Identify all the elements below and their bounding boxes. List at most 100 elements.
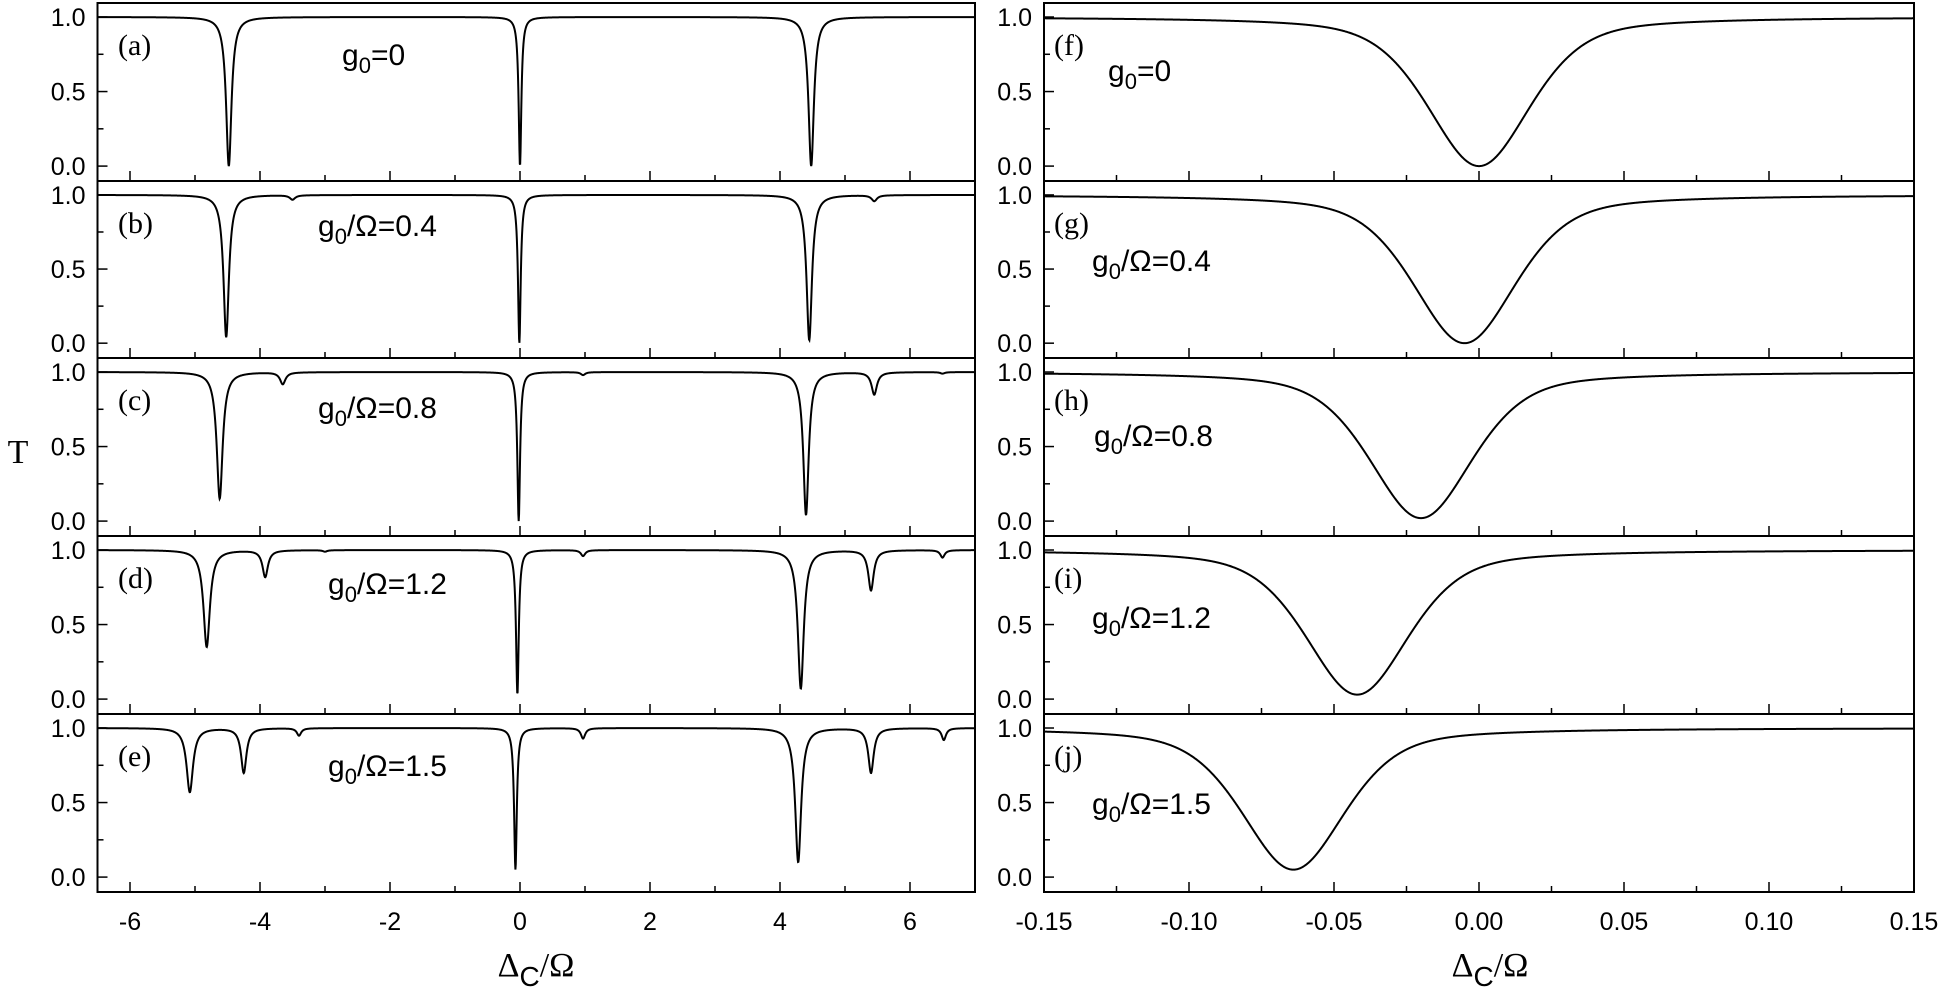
panel-e: 0.0 0.5 1.0 (e) g0/Ω=1.5 [51,713,976,893]
y-tick-label: 0.5 [997,256,1032,284]
panel-frame [96,357,976,537]
g-symbol: g [1092,788,1109,821]
parameter-label: g0/Ω=1.5 [1092,788,1211,827]
left-column-plots: 0.00.51.0(a) g0=00.00.51.0(b) g0/Ω=0.40.00… [51,2,976,936]
x-tick-label: 0.10 [1745,908,1794,936]
panel-a: 0.0 0.5 1.0 (a) g0=0 [51,2,976,182]
transmission-curve [97,16,975,167]
transmission-curve [1044,372,1914,520]
g-symbol: g [328,568,345,601]
subscript-0: 0 [345,582,357,607]
panel-f: 0.0 0.5 1.0 (f) g0=0 [997,2,1915,182]
param-value: =0 [371,39,405,72]
param-value: /Ω=0.4 [1121,245,1211,278]
x-tick-label: 4 [773,908,787,936]
x-tick-label: 0.05 [1600,908,1649,936]
subscript-0: 0 [335,224,347,249]
param-value: /Ω=0.4 [347,210,437,243]
panel-label: (h) [1054,384,1089,417]
x-tick-label: -0.05 [1306,908,1363,936]
right-x-axis-title: ΔC/Ω [1452,947,1529,992]
delta-symbol: Δ [1452,947,1474,984]
subscript-0: 0 [1109,802,1121,827]
panel-i: 0.0 0.5 1.0 (i) g0/Ω=1.2 [997,535,1915,715]
y-tick-label: 0.0 [997,330,1032,358]
panel-frame [1043,2,1915,182]
subscript-0: 0 [335,406,347,431]
parameter-label: g0/Ω=0.4 [1092,245,1211,284]
panel-b: 0.0 0.5 1.0 (b) g0/Ω=0.4 [51,180,976,359]
g-symbol: g [328,750,345,783]
transmission-curve [97,371,975,522]
y-tick-label: 1.0 [997,537,1032,565]
x-tick-label: -4 [249,908,271,936]
panel-label: (g) [1054,207,1089,240]
y-tick-label: 0.5 [51,790,86,818]
y-tick-label: 0.0 [51,508,86,536]
y-tick-label: 1.0 [51,715,86,743]
g-symbol: g [318,210,335,243]
subscript-0: 0 [345,764,357,789]
subscript-0: 0 [1109,259,1121,284]
x-tick-label: 0.00 [1455,908,1504,936]
y-tick-label: 1.0 [51,359,86,387]
transmission-curve [97,727,975,870]
panel-j: 0.0 0.5 1.0 (j) g0/Ω=1.5 [997,713,1915,893]
transmission-curve [1043,549,1914,696]
y-tick-label: 0.0 [51,864,86,892]
panel-h: 0.0 0.5 1.0 (h)g0/Ω=0.8 [997,357,1915,537]
y-tick-label: 1.0 [51,4,86,32]
parameter-label: g0/Ω=1.2 [1092,602,1211,641]
param-value: /Ω=1.5 [1121,788,1211,821]
transmission-curve [97,549,976,694]
x-tick-label: -0.15 [1016,908,1073,936]
panel-label: (e) [118,740,151,773]
panel-label: (c) [118,384,151,417]
y-tick-label: 0.5 [51,79,86,107]
panel-frame [96,713,976,893]
right-column-plots: 0.00.51.0(f)g0=00.00.51.0(g)g0/Ω=0.40.00… [997,2,1938,936]
g-symbol: g [318,392,335,425]
g-symbol: g [1094,420,1111,453]
transmission-curve [1044,195,1914,345]
y-tick-label: 1.0 [997,4,1032,32]
parameter-label: g0/Ω=1.5 [328,750,447,789]
transmission-curve [1043,727,1914,871]
subscript-0: 0 [1125,69,1137,94]
panel-label: (i) [1054,562,1082,595]
panel-label: (d) [118,562,153,595]
parameter-label: g0/Ω=0.8 [318,392,437,431]
param-value: /Ω=1.2 [357,568,447,601]
param-value: /Ω=0.8 [1123,420,1213,453]
panel-label: (a) [118,29,151,62]
subscript-c: C [1473,961,1493,992]
g-symbol: g [1092,602,1109,635]
panel-label: (j) [1054,740,1082,773]
delta-symbol: Δ [498,947,520,984]
y-tick-label: 0.5 [997,79,1032,107]
subscript-0: 0 [1109,616,1121,641]
y-tick-label: 0.5 [51,434,86,462]
y-tick-label: 0.5 [51,256,86,284]
x-tick-label: -0.10 [1161,908,1218,936]
parameter-label: g0/Ω=0.4 [318,210,437,249]
y-tick-label: 0.0 [51,686,86,714]
x-tick-label: 0 [513,908,527,936]
over-omega: /Ω [1494,947,1529,984]
subscript-0: 0 [359,53,371,78]
panel-frame [96,535,976,715]
param-value: /Ω=1.5 [357,750,447,783]
y-tick-label: 0.0 [51,153,86,181]
y-tick-label: 0.0 [51,330,86,358]
y-tick-label: 1.0 [997,359,1032,387]
x-tick-label: 2 [643,908,657,936]
x-tick-label: 6 [903,908,917,936]
y-tick-label: 0.0 [997,153,1032,181]
panel-label: (f) [1054,29,1084,62]
g-symbol: g [342,39,359,72]
subscript-c: C [519,961,539,992]
left-x-axis-title: ΔC/Ω [498,947,575,992]
y-tick-label: 0.5 [997,790,1032,818]
panel-d: 0.0 0.5 1.0 (d) g0/Ω=1.2 [51,535,976,715]
parameter-label: g0=0 [342,39,405,78]
